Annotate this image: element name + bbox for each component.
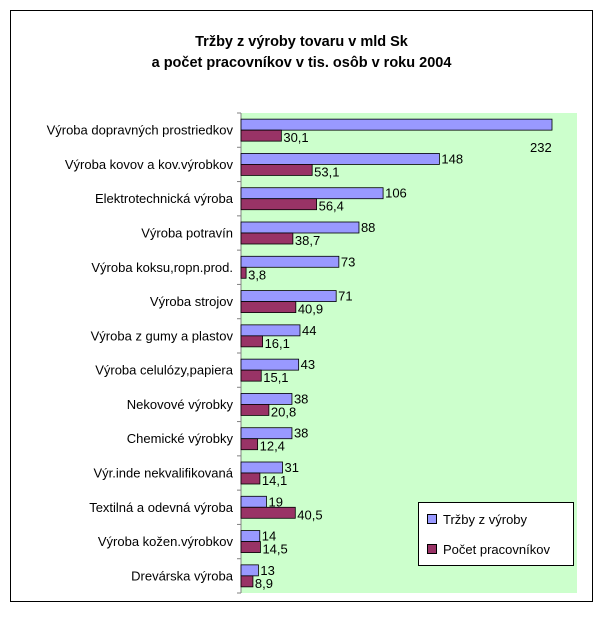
category-label: Výroba potravín — [141, 226, 233, 241]
bar-trzby — [240, 530, 261, 542]
bar-pocet — [240, 301, 297, 313]
bar-pocet — [240, 335, 263, 348]
bar-trzby — [240, 495, 267, 508]
data-label-trzby: 13 — [260, 563, 274, 578]
bar-trzby — [240, 564, 259, 577]
data-label-trzby: 43 — [301, 357, 315, 372]
data-label-pocet: 14,1 — [262, 473, 287, 488]
legend-swatch-trzby — [427, 514, 437, 524]
data-label-trzby: 232 — [530, 140, 552, 155]
bar-pocet — [240, 575, 254, 588]
bar-pocet — [240, 506, 296, 519]
bar-pocet — [240, 266, 247, 279]
data-label-trzby: 88 — [361, 220, 375, 235]
data-label-pocet: 53,1 — [314, 164, 339, 179]
data-label-pocet: 8,9 — [255, 576, 273, 591]
data-label-trzby: 38 — [294, 391, 308, 406]
category-label: Nekovové výrobky — [127, 397, 234, 412]
legend: Tržby z výroby Počet pracovníkov — [418, 502, 574, 566]
category-label: Výroba kožen.výrobkov — [98, 534, 234, 549]
data-label-pocet: 20,8 — [271, 404, 296, 419]
data-labels: 232 30,1 148 53,1 106 56,4 88 38,7 73 3,8 71 40,9 44… — [248, 130, 552, 591]
category-label: Chemické výrobky — [127, 431, 234, 446]
bars — [240, 118, 553, 588]
legend-item-trzby: Tržby z výroby — [427, 511, 527, 527]
data-label-trzby: 106 — [385, 186, 407, 201]
category-label: Textilná a odevná výroba — [89, 500, 234, 515]
category-label: Elektrotechnická výroba — [95, 191, 234, 206]
data-label-pocet: 16,1 — [265, 336, 290, 351]
bar-pocet — [240, 472, 261, 485]
chart-title-line-2: a počet pracovníkov v tis. osôb v roku 2… — [151, 55, 452, 71]
bar-pocet — [240, 541, 261, 553]
chart-title: Tržby z výroby tovaru v mld Sk a počet p… — [10, 32, 593, 74]
bar-pocet — [240, 438, 259, 451]
category-label: Výroba koksu,ropn.prod. — [91, 260, 233, 275]
category-label: Výroba kovov a kov.výrobkov — [65, 157, 234, 172]
legend-label-trzby: Tržby z výroby — [443, 511, 528, 527]
data-label-pocet: 15,1 — [263, 370, 288, 385]
bar-trzby — [240, 427, 293, 440]
bar-pocet — [240, 164, 313, 176]
bar-trzby — [240, 153, 440, 165]
bar-trzby — [240, 290, 337, 302]
bar-pocet — [240, 129, 282, 142]
category-ticks — [237, 112, 241, 594]
data-label-pocet: 3,8 — [248, 267, 266, 282]
category-label: Výroba z gumy a plastov — [91, 328, 234, 343]
bar-pocet — [240, 198, 318, 211]
data-label-trzby: 73 — [341, 254, 355, 269]
legend-item-pocet: Počet pracovníkov — [427, 541, 550, 557]
bar-trzby — [240, 118, 553, 131]
data-label-trzby: 148 — [441, 151, 463, 166]
legend-swatch-pocet — [427, 544, 437, 554]
category-label: Výroba celulózy,papiera — [95, 363, 234, 378]
bar-trzby — [240, 255, 340, 268]
data-label-pocet: 12,4 — [260, 439, 285, 454]
legend-label-pocet: Počet pracovníkov — [443, 541, 550, 557]
bar-trzby — [240, 461, 283, 474]
data-label-trzby: 71 — [338, 289, 352, 304]
data-label-pocet: 14,5 — [262, 542, 287, 557]
category-label: Výr.inde nekvalifikovaná — [94, 466, 234, 481]
bar-pocet — [240, 404, 270, 416]
bar-trzby — [240, 358, 300, 371]
data-label-trzby: 31 — [285, 460, 299, 475]
bar-trzby — [240, 324, 301, 337]
data-label-trzby: 14 — [262, 529, 276, 544]
data-label-pocet: 56,4 — [319, 199, 344, 214]
category-labels: Výroba dopravných prostriedkov Výroba kov… — [47, 123, 234, 584]
bar-trzby — [240, 221, 360, 234]
data-label-trzby: 38 — [294, 426, 308, 441]
bar-trzby — [240, 187, 384, 200]
bar-trzby — [240, 393, 293, 405]
data-label-trzby: 44 — [302, 323, 316, 338]
chart-title-line-1: Tržby z výroby tovaru v mld Sk — [195, 34, 408, 50]
data-label-trzby: 19 — [268, 494, 282, 509]
bar-pocet — [240, 369, 262, 382]
category-label: Drevárska výroba — [131, 568, 234, 583]
data-label-pocet: 40,9 — [298, 302, 323, 317]
bar-pocet — [240, 232, 294, 245]
category-label: Výroba dopravných prostriedkov — [47, 123, 234, 138]
data-label-pocet: 30,1 — [283, 130, 308, 145]
data-label-pocet: 38,7 — [295, 233, 320, 248]
data-label-pocet: 40,5 — [297, 507, 322, 522]
category-label: Výroba strojov — [150, 294, 234, 309]
